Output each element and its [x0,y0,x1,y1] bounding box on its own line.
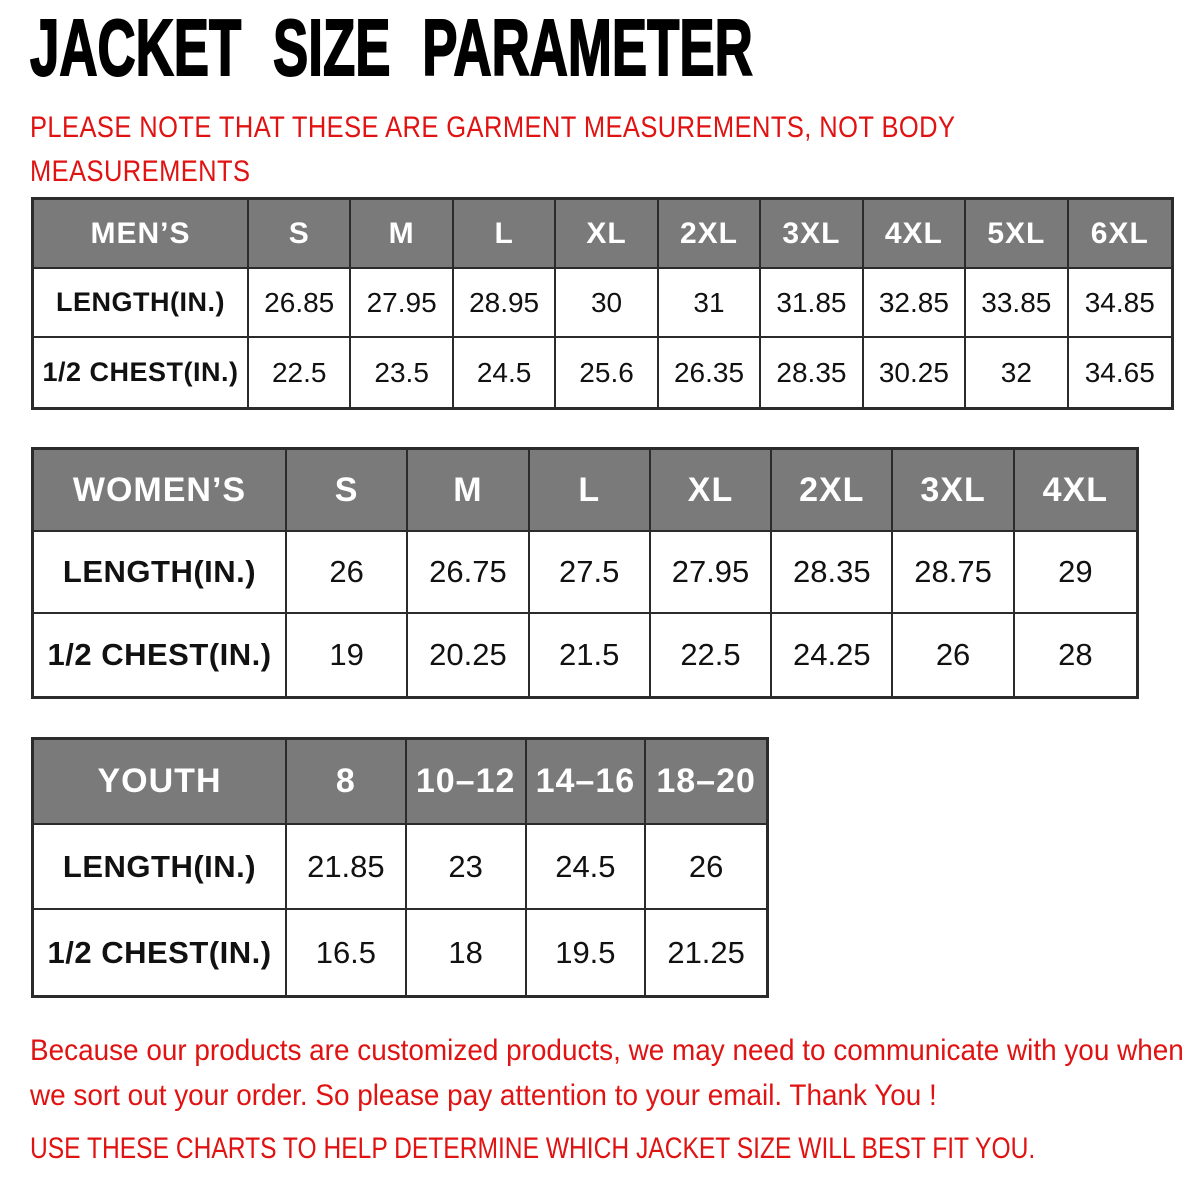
size-value-cell: 32 [966,338,1069,407]
mens-table-title: MEN’S [34,200,249,269]
size-value-cell: 30.25 [864,338,967,407]
size-value-cell: 24.25 [772,614,894,696]
chart-usage-note: USE THESE CHARTS TO HELP DETERMINE WHICH… [30,1132,1036,1165]
size-value-cell: 28.35 [772,532,894,614]
size-value-cell: 18 [407,910,527,995]
size-value-cell: 23.5 [351,338,454,407]
womens-table-title: WOMEN’S [34,450,287,532]
size-value-cell: 21.85 [287,825,407,910]
size-value-cell: 26 [646,825,766,910]
size-value-cell: 21.5 [530,614,651,696]
row-label-cell: LENGTH(IN.) [34,532,287,614]
youth-table-title: YOUTH [34,740,287,825]
size-header-cell: XL [556,200,659,269]
size-header-cell: 5XL [966,200,1069,269]
size-value-cell: 30 [556,269,659,338]
size-header-cell: S [287,450,409,532]
size-header-cell: 2XL [772,450,894,532]
size-value-cell: 28 [1058,637,1093,672]
size-value-cell: 26.85 [249,269,352,338]
size-value-cell: 23 [406,825,527,910]
size-value-cell: 31.85 [761,269,864,338]
size-value-cell: 32.85 [863,269,967,338]
size-header-cell: M [351,200,454,269]
row-label-cell: LENGTH(IN.) [34,825,287,910]
size-value-cell: 21.25 [667,934,745,970]
size-value-cell: 22.5 [651,614,773,696]
size-value-cell: 28.75 [893,532,1015,614]
size-header-cell: 2XL [658,200,762,269]
size-header-cell: 3XL [893,450,1015,532]
size-header-cell: 14–16 [526,740,647,825]
size-header-cell: M [408,450,530,532]
size-header-cell: 10–12 [406,740,527,825]
row-label-cell: 1/2 CHEST(IN.) [34,338,249,407]
size-header-cell: 6XL [1068,200,1171,269]
row-label-cell: LENGTH(IN.) [34,269,249,338]
youth-size-table: YOUTH 8 10–12 14–16 18–20 LENGTH(IN.) 21… [31,737,769,998]
customization-notice: Because our products are customized prod… [30,1034,1184,1112]
size-value-cell: 26.75 [408,532,530,614]
size-value-cell: 29 [1014,532,1136,614]
size-header-cell: 8 [287,740,407,825]
size-value-cell: 26 [287,532,409,614]
size-value-cell: 27.95 [650,532,773,614]
size-header-cell: L [453,200,557,269]
size-header-cell: 4XL [863,200,967,269]
mens-size-table: MEN’S S M L XL 2XL 3XL 4XL 5XL 6XL LENGT… [31,197,1174,410]
size-value-cell: 16.5 [287,910,407,995]
size-value-cell: 33.85 [966,269,1069,338]
womens-size-table: WOMEN’S S M L XL 2XL 3XL 4XL LENGTH(IN.)… [31,447,1139,699]
size-header-cell: S [249,200,352,269]
size-header-cell: 3XL [761,200,864,269]
size-header-cell: XL [650,450,773,532]
size-value-cell: 19.5 [527,910,647,995]
row-label-cell: 1/2 CHEST(IN.) [34,614,287,696]
page-title: JACKET SIZE PARAMETER [29,3,753,93]
size-value-cell: 19 [287,614,409,696]
row-label-cell: 1/2 CHEST(IN.) [34,910,287,995]
size-value-cell: 20.25 [408,614,530,696]
garment-measurement-note: PLEASE NOTE THAT THESE ARE GARMENT MEASU… [30,111,955,188]
size-value-cell: 27.95 [351,269,454,338]
size-value-cell: 26 [893,614,1015,696]
size-header-cell: 18–20 [646,740,766,825]
size-value-cell: 26.35 [659,338,762,407]
size-value-cell: 27.5 [529,532,651,614]
size-value-cell: 31 [658,269,762,338]
size-value-cell: 22.5 [249,338,352,407]
size-value-cell: 24.5 [454,338,557,407]
size-value-cell: 28.35 [761,338,864,407]
size-header-cell: L [529,450,651,532]
size-value-cell: 34.65 [1084,356,1155,388]
size-value-cell: 34.85 [1068,269,1171,338]
size-header-cell: 4XL [1014,450,1136,532]
size-value-cell: 24.5 [526,825,647,910]
size-value-cell: 28.95 [453,269,557,338]
size-value-cell: 25.6 [556,338,659,407]
